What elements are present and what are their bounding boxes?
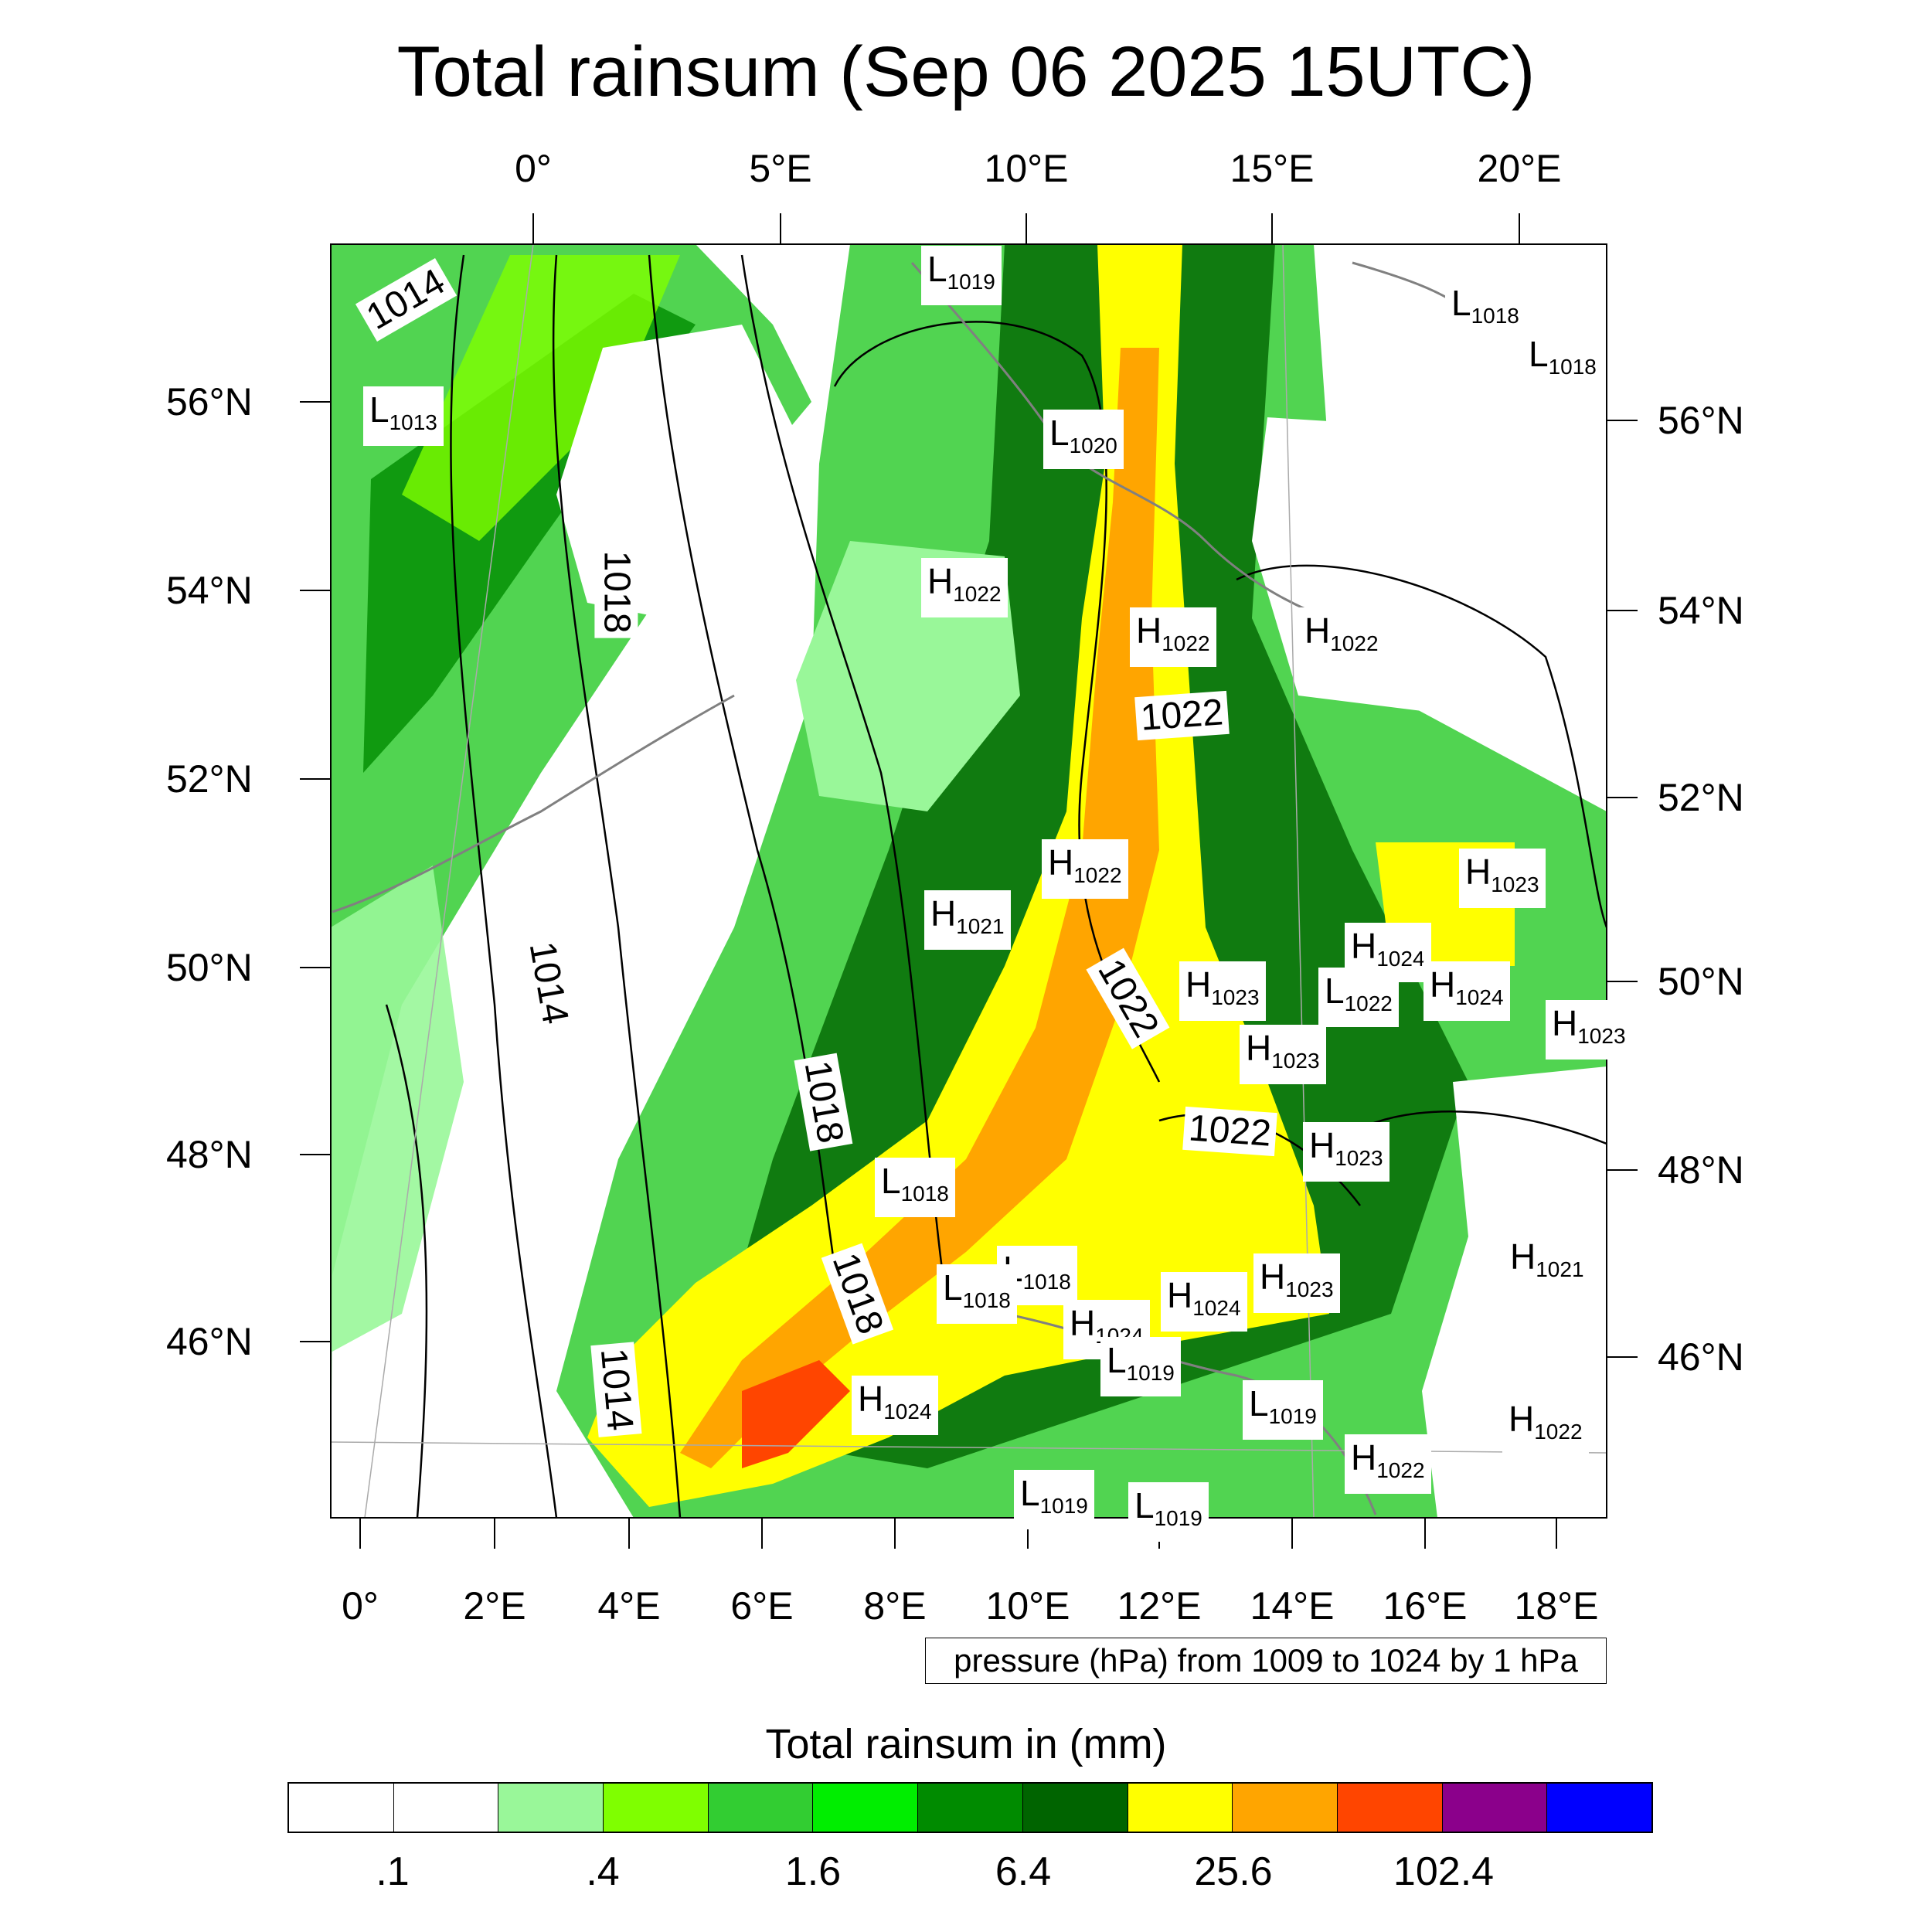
bottom-lon-label: 2°E: [463, 1584, 526, 1628]
pressure-center-label: H1023: [1303, 1122, 1389, 1182]
colorbar-swatch: [1547, 1784, 1651, 1832]
pressure-center-label: L1019: [1014, 1470, 1094, 1529]
pressure-center-label: H1022: [921, 558, 1008, 617]
top-lon-label: 15°E: [1230, 147, 1315, 190]
bottom-lon-label: 8°E: [863, 1584, 927, 1628]
left-lat-label: 54°N: [166, 569, 253, 612]
pressure-center-label: L1019: [1128, 1482, 1209, 1542]
dry-area-5: [331, 866, 464, 1352]
pressure-center-label: H1024: [1161, 1272, 1247, 1332]
isobar-label: 1022: [1134, 690, 1230, 741]
pressure-center-label: H1022: [1345, 1434, 1431, 1494]
pressure-center-label: L1018: [937, 1264, 1017, 1324]
isobar-label: 1018: [594, 546, 638, 638]
bottom-lon-label: 10°E: [985, 1584, 1070, 1628]
bottom-lon-label: 16°E: [1383, 1584, 1468, 1628]
pressure-center-label: H1022: [1298, 607, 1385, 667]
right-lat-label: 52°N: [1658, 776, 1744, 819]
chart-title: Total rainsum (Sep 06 2025 15UTC): [396, 32, 1536, 111]
pressure-center-label: H1023: [1546, 1000, 1632, 1060]
extreme-rain-core: [742, 1360, 850, 1468]
colorbar-label: .4: [586, 1849, 620, 1894]
pressure-center-label: H1021: [1504, 1233, 1590, 1293]
colorbar-label: 1.6: [784, 1849, 842, 1894]
colorbar-swatch: [1337, 1784, 1443, 1832]
rain-field-west-light: [402, 255, 680, 541]
colorbar-swatch: [289, 1784, 394, 1832]
pressure-center-label: L1020: [1043, 410, 1124, 469]
pressure-center-label: L1019: [1243, 1380, 1323, 1440]
pressure-center-label: L1018: [1445, 280, 1526, 339]
pressure-center-label: L1022: [1318, 968, 1399, 1027]
top-lon-label: 10°E: [984, 147, 1069, 190]
pressure-center-label: H1024: [852, 1376, 938, 1435]
heavy-rain-core: [680, 348, 1159, 1468]
right-lat-label: 56°N: [1658, 399, 1744, 442]
isobar-label: 1014: [590, 1342, 642, 1437]
colorbar-swatch: [498, 1784, 604, 1832]
bottom-lon-label: 14°E: [1250, 1584, 1335, 1628]
colorbar-label: 25.6: [1194, 1849, 1273, 1894]
right-lat-label: 54°N: [1658, 589, 1744, 632]
pressure-center-label: L1019: [1100, 1337, 1181, 1396]
pressure-center-label: L1019: [921, 246, 1002, 305]
bottom-lon-label: 0°: [342, 1584, 379, 1628]
colorbar-swatch: [1128, 1784, 1233, 1832]
pressure-center-label: L1018: [1522, 331, 1603, 390]
left-lat-label: 48°N: [166, 1133, 253, 1176]
pressure-center-label: H1023: [1240, 1025, 1326, 1084]
pressure-annotation: pressure (hPa) from 1009 to 1024 by 1 hP…: [925, 1638, 1607, 1684]
isobar-label: 1022: [1182, 1106, 1277, 1157]
right-lat-label: 46°N: [1658, 1335, 1744, 1379]
pressure-center-label: H1024: [1423, 961, 1510, 1021]
pressure-center-label: H1023: [1459, 849, 1546, 908]
colorbar-swatch: [1233, 1784, 1338, 1832]
colorbar: [287, 1782, 1653, 1833]
pressure-center-label: H1022: [1502, 1396, 1589, 1455]
pressure-center-label: H1022: [1042, 839, 1128, 899]
pressure-center-label: H1022: [1130, 607, 1216, 667]
right-lat-label: 50°N: [1658, 960, 1744, 1003]
top-lon-label: 20°E: [1477, 147, 1562, 190]
pressure-center-label: H1023: [1179, 961, 1266, 1021]
colorbar-swatch: [393, 1784, 499, 1832]
bottom-lon-label: 18°E: [1514, 1584, 1599, 1628]
colorbar-title: Total rainsum in (mm): [765, 1721, 1167, 1767]
pressure-center-label: L1013: [363, 386, 444, 446]
pressure-center-label: H1021: [924, 890, 1011, 950]
bottom-lon-label: 4°E: [597, 1584, 661, 1628]
top-lon-label: 5°E: [749, 147, 812, 190]
colorbar-swatch: [813, 1784, 919, 1832]
top-lon-label: 0°: [515, 147, 552, 190]
bottom-lon-label: 12°E: [1117, 1584, 1202, 1628]
bottom-lon-label: 6°E: [730, 1584, 794, 1628]
right-lat-label: 48°N: [1658, 1148, 1744, 1192]
colorbar-swatch: [708, 1784, 814, 1832]
left-lat-label: 46°N: [166, 1320, 253, 1363]
left-lat-label: 56°N: [166, 380, 253, 423]
pressure-center-label: L1018: [875, 1158, 955, 1217]
colorbar-swatch: [1442, 1784, 1548, 1832]
pressure-center-label: H1023: [1253, 1253, 1340, 1313]
colorbar-label: .1: [376, 1849, 410, 1894]
colorbar-label: 6.4: [995, 1849, 1052, 1894]
left-lat-label: 52°N: [166, 757, 253, 801]
colorbar-swatch: [604, 1784, 709, 1832]
colorbar-swatch: [918, 1784, 1023, 1832]
colorbar-swatch: [1022, 1784, 1128, 1832]
left-lat-label: 50°N: [166, 946, 253, 989]
colorbar-label: 102.4: [1393, 1849, 1495, 1894]
